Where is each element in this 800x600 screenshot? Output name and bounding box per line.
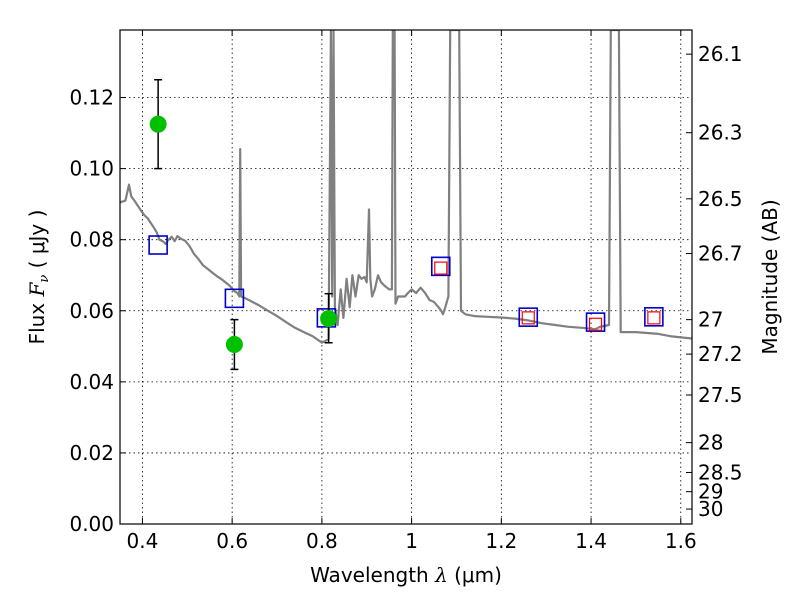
right-tick-label: 30 [698,497,723,521]
x-axis-label: Wavelength λ (μm) [310,563,502,587]
model-flux-square [521,311,535,325]
model-photometry-square [518,307,539,327]
right-tick-label: 28 [698,431,723,455]
model-flux-square [434,261,448,275]
x-tick-label: 1 [405,529,418,553]
right-tick-label: 29 [698,480,723,504]
model-photometry-square [148,235,168,255]
model-photometry-square [224,288,245,309]
grid-lines [120,30,692,524]
spectrum-line [120,30,692,344]
x-tick-label: 1.4 [575,529,607,553]
x-tick-label: 1.2 [485,529,517,553]
y-tick-label: 0.04 [69,370,114,394]
model-photometry-square [585,312,606,332]
axis-ticks: 0.4 0.6 0.8 1 1.2 1.4 1.6 0.00 0.02 0.04 0.06 0.08 0… [69,30,743,553]
x-tick-label: 0.8 [306,529,338,553]
y-axis-label: Flux Fν ( μJy ) [25,210,52,345]
x-tick-label: 0.4 [127,529,159,553]
right-tick-label: 26.3 [698,121,743,145]
right-tick-label: 28.5 [698,460,743,484]
model-flux-square [588,317,603,331]
model-photometry-square [430,256,451,277]
x-tick-label: 0.6 [216,529,248,553]
right-tick-label: 26.5 [698,187,743,211]
observed-point [149,115,167,133]
right-tick-label: 26.7 [698,242,743,266]
plot-frame [119,29,693,525]
x-tick-label: 1.6 [665,529,697,553]
observed-point [320,310,338,328]
right-tick-label: 26.1 [698,42,743,66]
right-axis-label: Magnitude (AB) [758,199,782,354]
y-tick-label: 0.12 [69,86,114,110]
plot-content [120,30,692,371]
right-tick-label: 27.5 [698,383,743,407]
right-tick-label: 27.2 [698,342,743,366]
model-photometry-square [644,307,664,327]
y-tick-label: 0.00 [69,512,114,536]
y-tick-label: 0.10 [69,157,114,181]
y-tick-label: 0.02 [69,441,114,465]
y-tick-label: 0.08 [69,228,114,252]
model-flux-square [647,311,661,325]
observed-point [225,336,243,354]
right-tick-label: 27 [698,308,723,332]
y-tick-label: 0.06 [69,299,114,323]
